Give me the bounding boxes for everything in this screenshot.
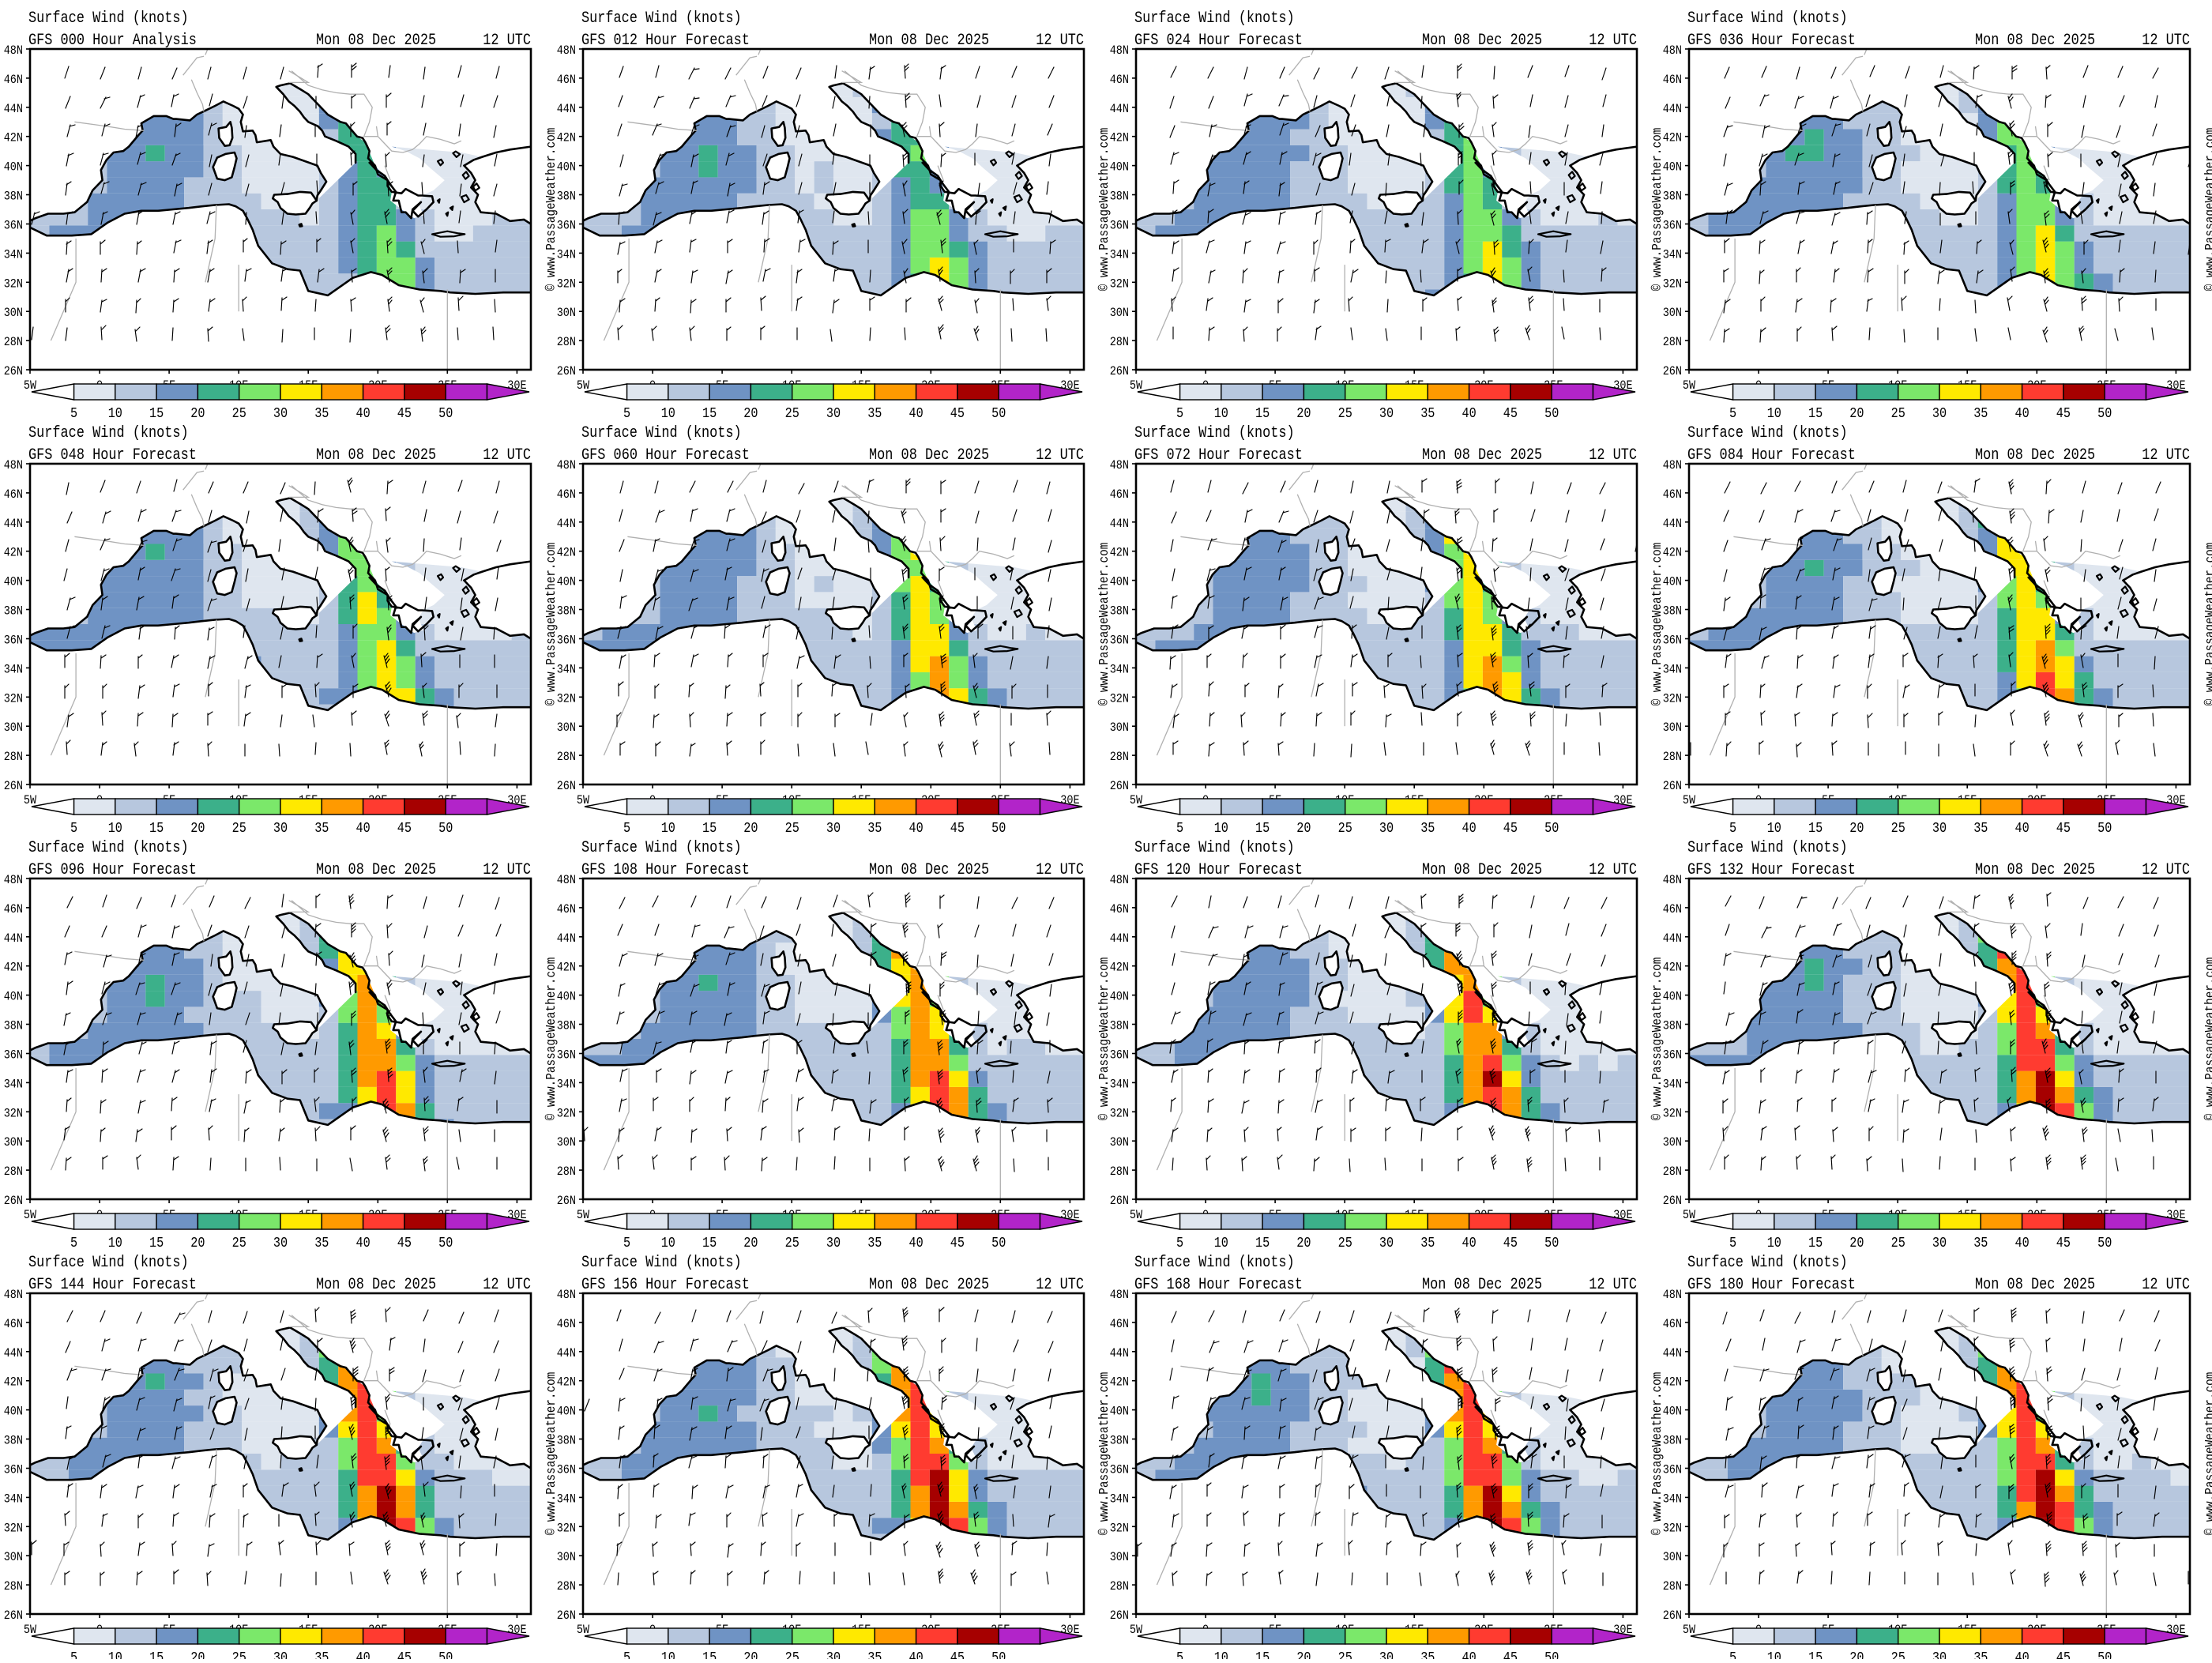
svg-text:Mon 08 Dec 2025: Mon 08 Dec 2025 [1975,446,2095,465]
svg-text:GFS 144 Hour Forecast: GFS 144 Hour Forecast [28,1276,197,1294]
svg-text:Mon 08 Dec 2025: Mon 08 Dec 2025 [316,446,436,465]
svg-text:12 UTC: 12 UTC [1589,446,1637,465]
svg-text:Mon 08 Dec 2025: Mon 08 Dec 2025 [1975,32,2095,50]
svg-text:Mon 08 Dec 2025: Mon 08 Dec 2025 [1975,1276,2095,1294]
svg-text:Mon 08 Dec 2025: Mon 08 Dec 2025 [1422,32,1542,50]
svg-text:Mon 08 Dec 2025: Mon 08 Dec 2025 [869,446,989,465]
svg-text:12 UTC: 12 UTC [1589,32,1637,50]
svg-text:12 UTC: 12 UTC [2142,446,2190,465]
svg-text:Mon 08 Dec 2025: Mon 08 Dec 2025 [1422,446,1542,465]
svg-text:12 UTC: 12 UTC [1589,1276,1637,1294]
svg-text:Mon 08 Dec 2025: Mon 08 Dec 2025 [869,32,989,50]
svg-text:GFS 180 Hour Forecast: GFS 180 Hour Forecast [1687,1276,1856,1294]
svg-text:Mon 08 Dec 2025: Mon 08 Dec 2025 [1422,861,1542,879]
svg-text:GFS 072 Hour Forecast: GFS 072 Hour Forecast [1134,446,1303,465]
svg-text:GFS 036 Hour Forecast: GFS 036 Hour Forecast [1687,32,1856,50]
svg-text:Mon 08 Dec 2025: Mon 08 Dec 2025 [869,861,989,879]
svg-text:Mon 08 Dec 2025: Mon 08 Dec 2025 [316,861,436,879]
svg-text:GFS 060 Hour Forecast: GFS 060 Hour Forecast [581,446,750,465]
svg-text:12 UTC: 12 UTC [1036,446,1084,465]
svg-text:Mon 08 Dec 2025: Mon 08 Dec 2025 [1422,1276,1542,1294]
svg-text:GFS 024 Hour Forecast: GFS 024 Hour Forecast [1134,32,1303,50]
svg-text:12 UTC: 12 UTC [1036,861,1084,879]
svg-text:Mon 08 Dec 2025: Mon 08 Dec 2025 [869,1276,989,1294]
svg-text:GFS 048 Hour Forecast: GFS 048 Hour Forecast [28,446,197,465]
svg-text:12 UTC: 12 UTC [2142,1276,2190,1294]
svg-text:12 UTC: 12 UTC [2142,861,2190,879]
svg-text:12 UTC: 12 UTC [1589,861,1637,879]
svg-text:12 UTC: 12 UTC [1036,1276,1084,1294]
svg-text:GFS 132 Hour Forecast: GFS 132 Hour Forecast [1687,861,1856,879]
svg-text:GFS 108 Hour Forecast: GFS 108 Hour Forecast [581,861,750,879]
svg-text:GFS 096 Hour Forecast: GFS 096 Hour Forecast [28,861,197,879]
svg-text:Mon 08 Dec 2025: Mon 08 Dec 2025 [316,32,436,50]
svg-text:12 UTC: 12 UTC [2142,32,2190,50]
svg-text:GFS 120 Hour Forecast: GFS 120 Hour Forecast [1134,861,1303,879]
svg-text:Mon 08 Dec 2025: Mon 08 Dec 2025 [1975,861,2095,879]
svg-text:Mon 08 Dec 2025: Mon 08 Dec 2025 [316,1276,436,1294]
svg-text:12 UTC: 12 UTC [483,32,531,50]
svg-text:GFS 012 Hour Forecast: GFS 012 Hour Forecast [581,32,750,50]
svg-text:12 UTC: 12 UTC [483,446,531,465]
svg-text:GFS 084 Hour Forecast: GFS 084 Hour Forecast [1687,446,1856,465]
svg-text:12 UTC: 12 UTC [1036,32,1084,50]
svg-text:GFS 156 Hour Forecast: GFS 156 Hour Forecast [581,1276,750,1294]
svg-text:GFS 168 Hour Forecast: GFS 168 Hour Forecast [1134,1276,1303,1294]
svg-text:GFS 000 Hour Analysis: GFS 000 Hour Analysis [28,32,197,50]
svg-text:12 UTC: 12 UTC [483,861,531,879]
svg-text:12 UTC: 12 UTC [483,1276,531,1294]
